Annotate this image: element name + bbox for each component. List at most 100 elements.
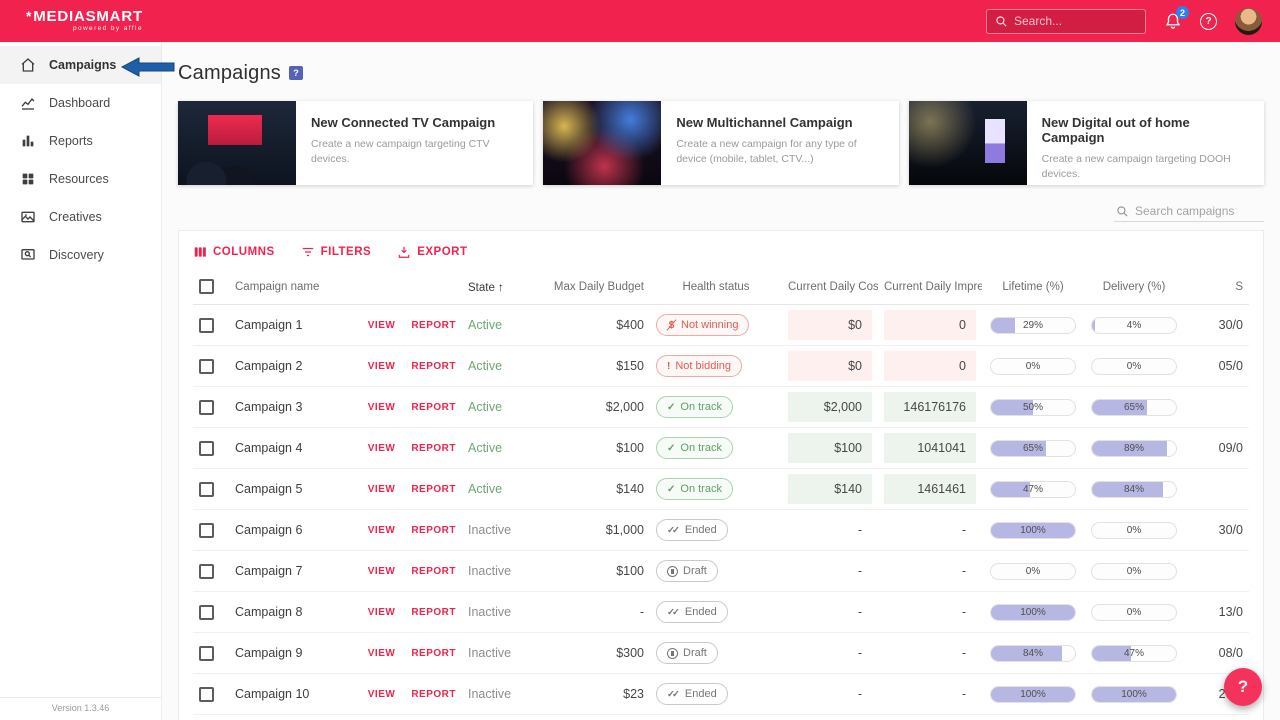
logo-text: MEDIASMART	[33, 8, 143, 26]
delivery-progress-label: 0%	[1126, 565, 1142, 577]
column-header-budget[interactable]: Max Daily Budget	[542, 269, 650, 305]
health-badge: Draft	[656, 642, 718, 664]
row-checkbox[interactable]	[199, 686, 214, 702]
table-header-row: Campaign name State ↑ Max Daily Budget Healt…	[193, 269, 1249, 305]
row-checkbox[interactable]	[199, 358, 214, 374]
sidebar-item-discovery[interactable]: Discovery	[0, 236, 161, 274]
start-date-value	[1184, 468, 1249, 510]
view-link[interactable]: VIEW	[367, 401, 396, 413]
check-icon: ✓	[667, 401, 676, 413]
sidebar-item-resources[interactable]: Resources	[0, 160, 161, 198]
new-multichannel-campaign-card[interactable]: New Multichannel Campaign Create a new ca…	[543, 101, 899, 185]
campaign-search-input[interactable]	[1135, 204, 1262, 218]
column-header-state[interactable]: State ↑	[462, 269, 542, 305]
delivery-progress-label: 4%	[1126, 319, 1142, 331]
health-label: Draft	[683, 647, 707, 659]
report-link[interactable]: REPORT	[411, 360, 456, 372]
column-header-cost[interactable]: Current Daily Cost	[782, 269, 878, 305]
campaign-cards: New Connected TV Campaign Create a new ca…	[178, 101, 1264, 185]
sidebar-item-campaigns[interactable]: Campaigns	[0, 46, 161, 84]
new-connected-tv-campaign-card[interactable]: New Connected TV Campaign Create a new ca…	[178, 101, 534, 185]
column-header-start[interactable]: S	[1184, 269, 1249, 305]
card-title: New Digital out of home Campaign	[1041, 115, 1190, 145]
delivery-progress-bar: 47%	[1091, 644, 1177, 662]
report-link[interactable]: REPORT	[411, 401, 456, 413]
row-checkbox[interactable]	[199, 481, 214, 497]
global-search-input[interactable]	[1014, 14, 1137, 28]
lifetime-progress-bar: 65%	[990, 439, 1076, 457]
sidebar-item-dashboard[interactable]: Dashboard	[0, 84, 161, 122]
filters-button[interactable]: FILTERS	[301, 245, 372, 259]
new-dooh-campaign-card[interactable]: New Digital out of home Campaign Create a…	[908, 101, 1264, 185]
user-avatar[interactable]	[1235, 7, 1262, 35]
view-link[interactable]: VIEW	[367, 360, 396, 372]
sidebar-item-label: Reports	[49, 134, 93, 148]
column-header-life[interactable]: Lifetime (%)	[982, 269, 1084, 305]
view-link[interactable]: VIEW	[367, 524, 396, 536]
row-checkbox[interactable]	[199, 440, 214, 456]
sidebar-item-creatives[interactable]: Creatives	[0, 198, 161, 236]
mediasmart-logo[interactable]: *MEDIASMART powered by affle	[26, 9, 143, 33]
row-checkbox[interactable]	[199, 604, 214, 620]
report-link[interactable]: REPORT	[411, 688, 456, 700]
delivery-progress-bar: 4%	[1091, 316, 1177, 334]
select-all-checkbox[interactable]	[199, 279, 214, 294]
health-badge: $ Not winning	[656, 314, 750, 336]
daily-cost-value: -	[857, 646, 862, 660]
new-multichannel-campaign-card-thumbnail	[543, 101, 662, 185]
start-date-value: 08/0	[1184, 632, 1249, 674]
row-checkbox[interactable]	[199, 522, 214, 538]
report-link[interactable]: REPORT	[411, 565, 456, 577]
health-label: Draft	[683, 565, 707, 577]
pause-icon	[667, 647, 678, 659]
lifetime-progress-bar: 29%	[990, 316, 1076, 334]
report-link[interactable]: REPORT	[411, 524, 456, 536]
sidebar-item-label: Creatives	[49, 210, 102, 224]
report-link[interactable]: REPORT	[411, 647, 456, 659]
view-link[interactable]: VIEW	[367, 565, 396, 577]
topbar-help-button[interactable]: ?	[1200, 12, 1217, 30]
column-header-del[interactable]: Delivery (%)	[1084, 269, 1184, 305]
view-link[interactable]: VIEW	[367, 606, 396, 618]
health-label: Ended	[684, 688, 717, 700]
campaign-search[interactable]	[1114, 201, 1264, 222]
columns-button[interactable]: COLUMNS	[193, 245, 275, 259]
view-link[interactable]: VIEW	[367, 483, 396, 495]
floating-help-button[interactable]: ?	[1224, 668, 1262, 706]
new-dooh-campaign-card-thumbnail	[908, 101, 1027, 185]
page-help-icon[interactable]: ?	[288, 66, 303, 80]
view-link[interactable]: VIEW	[367, 688, 396, 700]
export-button[interactable]: EXPORT	[397, 245, 467, 259]
row-checkbox[interactable]	[199, 399, 214, 415]
daily-cost-value: $2,000	[788, 392, 872, 422]
new-connected-tv-campaign-card-thumbnail	[178, 101, 296, 185]
report-link[interactable]: REPORT	[411, 319, 456, 331]
global-search[interactable]	[986, 8, 1146, 34]
row-checkbox[interactable]	[199, 317, 214, 333]
view-link[interactable]: VIEW	[367, 647, 396, 659]
report-link[interactable]: REPORT	[411, 606, 456, 618]
campaign-name: Campaign 7	[235, 564, 303, 578]
check-icon: ✓	[667, 442, 676, 454]
column-header-impr[interactable]: Current Daily Impre...	[878, 269, 982, 305]
bell-icon	[1165, 13, 1181, 29]
view-link[interactable]: VIEW	[367, 319, 396, 331]
campaign-name: Campaign 10	[235, 687, 310, 701]
campaign-row: Campaign 7 VIEW REPORT Inactive $100 Draft - - 0…	[193, 550, 1249, 592]
health-badge: ! Not bidding	[656, 355, 742, 377]
dollar-slash-icon: $	[668, 319, 675, 331]
notifications-button[interactable]: 2	[1164, 6, 1189, 30]
notification-count-badge: 2	[1176, 6, 1189, 19]
column-header-name[interactable]: Campaign name	[229, 269, 462, 305]
daily-cost-value: $0	[788, 310, 872, 340]
sidebar-item-reports[interactable]: Reports	[0, 122, 161, 160]
column-header-health[interactable]: Health status	[650, 269, 782, 305]
view-link[interactable]: VIEW	[367, 442, 396, 454]
report-link[interactable]: REPORT	[411, 442, 456, 454]
row-checkbox[interactable]	[199, 645, 214, 661]
lifetime-progress-bar: 84%	[990, 644, 1076, 662]
campaign-name: Campaign 1	[235, 318, 303, 332]
delivery-progress-label: 100%	[1121, 688, 1147, 700]
report-link[interactable]: REPORT	[411, 483, 456, 495]
row-checkbox[interactable]	[199, 563, 214, 579]
